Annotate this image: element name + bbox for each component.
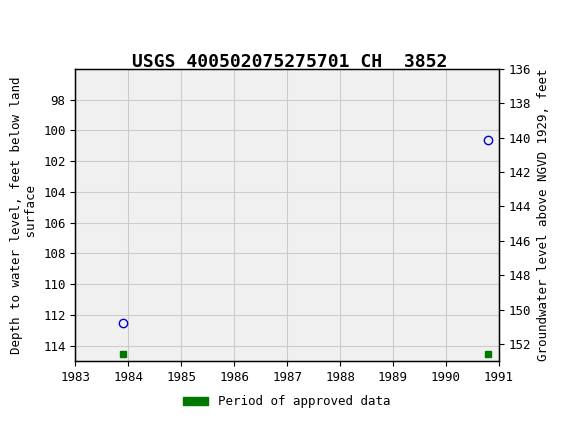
- Y-axis label: Groundwater level above NGVD 1929, feet: Groundwater level above NGVD 1929, feet: [536, 69, 550, 361]
- Legend: Period of approved data: Period of approved data: [179, 390, 396, 413]
- Text: ≡USGS: ≡USGS: [9, 16, 72, 36]
- Text: USGS 400502075275701 CH  3852: USGS 400502075275701 CH 3852: [132, 53, 448, 71]
- Y-axis label: Depth to water level, feet below land
 surface: Depth to water level, feet below land su…: [10, 76, 38, 354]
